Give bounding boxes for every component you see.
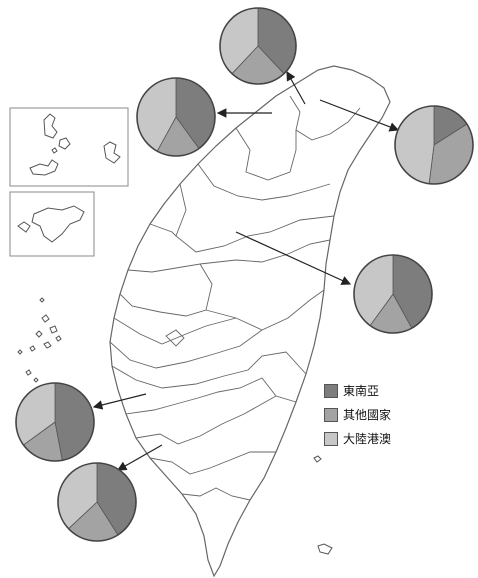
pie-slice-mainland-hk-macau: [394, 105, 435, 185]
inset-box-kinmen: [9, 191, 95, 257]
pie-northeast: [394, 105, 474, 185]
penghu-islands: [17, 297, 62, 383]
arrow-to-southwest-pie: [92, 393, 147, 410]
arrow-to-top-pie: [286, 70, 306, 105]
legend-item-mainland-hk-macau: 大陸港澳: [324, 428, 434, 449]
pie-outline: [136, 77, 216, 157]
pie-charts: [15, 7, 474, 542]
pie-south: [57, 462, 137, 542]
outlying-islands-north: [29, 113, 121, 176]
legend-item-other-countries: 其他國家: [324, 404, 434, 425]
inset-box-matsu: [9, 107, 129, 187]
eastern-islets: [313, 455, 333, 555]
pie-outline: [15, 382, 95, 462]
legend-swatch-southeast-asia: [324, 383, 338, 398]
pie-outline: [353, 254, 433, 334]
pie-slice-southeast-asia: [54, 382, 95, 461]
county-boundaries: [109, 95, 361, 501]
legend-item-southeast-asia: 東南亞: [324, 380, 434, 401]
legend-label: 其他國家: [343, 408, 392, 422]
arrow-to-northeast-pie: [319, 99, 400, 132]
legend-label: 大陸港澳: [343, 432, 392, 446]
pie-top: [219, 7, 297, 85]
legend-swatch-other-countries: [324, 407, 338, 422]
pie-outline: [57, 462, 137, 542]
pie-central: [353, 254, 433, 334]
pie-outline: [394, 105, 474, 185]
pie-southwest: [15, 382, 95, 462]
legend-swatch-mainland-hk-macau: [324, 431, 338, 446]
legend-label: 東南亞: [343, 384, 380, 398]
pie-outline: [219, 7, 297, 85]
outlying-islands-kinmen: [17, 205, 85, 243]
arrow-to-south-pie: [116, 444, 163, 471]
taiwan-outline: [109, 65, 391, 578]
arrow-to-central-pie: [235, 231, 352, 285]
legend: 東南亞 其他國家 大陸港澳: [324, 380, 434, 452]
pie-upper-left: [136, 77, 216, 157]
